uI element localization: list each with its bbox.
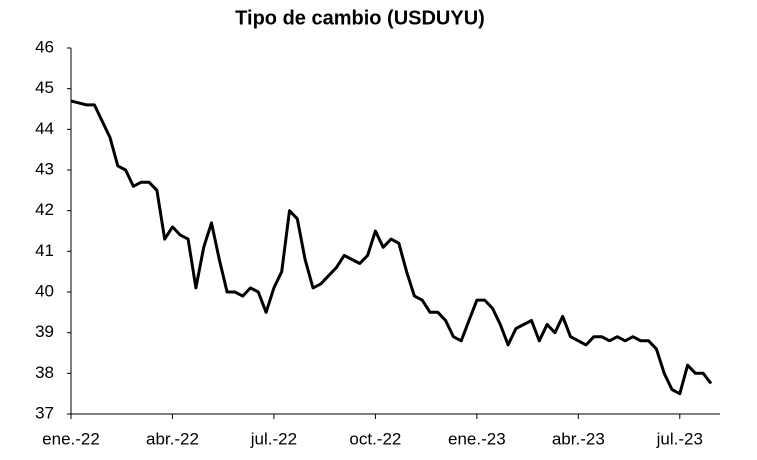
y-tick-label: 37 bbox=[35, 403, 54, 422]
y-tick-label: 41 bbox=[35, 241, 54, 260]
x-tick-label: oct.-22 bbox=[349, 429, 401, 448]
y-tick-label: 46 bbox=[35, 37, 54, 56]
x-tick-label: abr.-23 bbox=[552, 429, 605, 448]
x-tick-label: abr.-22 bbox=[146, 429, 199, 448]
y-tick-label: 43 bbox=[35, 159, 54, 178]
y-tick-label: 45 bbox=[35, 78, 54, 97]
y-tick-label: 44 bbox=[35, 119, 54, 138]
y-tick-label: 40 bbox=[35, 281, 54, 300]
y-tick-label: 42 bbox=[35, 200, 54, 219]
line bbox=[70, 99, 713, 396]
y-tick-label: 39 bbox=[35, 322, 54, 341]
chart-title: Tipo de cambio (USDUYU) bbox=[235, 7, 485, 29]
x-tick-label: jul.-23 bbox=[656, 429, 703, 448]
y-tick-label: 38 bbox=[35, 363, 54, 382]
x-tick-label: ene.-22 bbox=[42, 429, 100, 448]
x-tick-label: ene.-23 bbox=[448, 429, 506, 448]
x-tick-label: jul.-22 bbox=[250, 429, 297, 448]
